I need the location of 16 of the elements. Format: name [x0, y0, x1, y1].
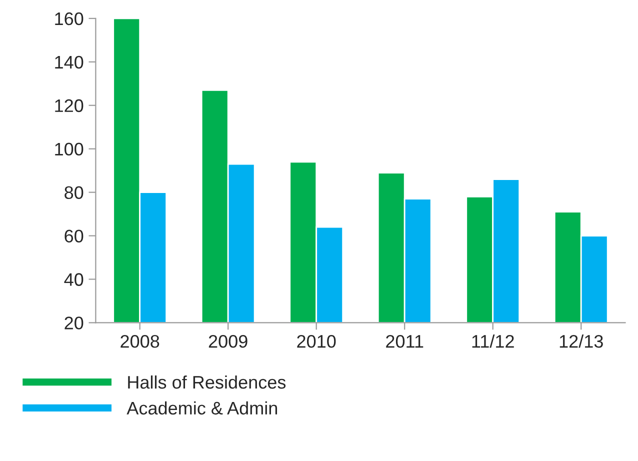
- y-tick-label: 20: [64, 316, 84, 330]
- y-tick-label: 40: [64, 273, 84, 286]
- x-tick-label: 12/13: [560, 334, 603, 348]
- y-tick-label: 140: [55, 56, 84, 69]
- y-tick-label: 120: [55, 99, 84, 112]
- y-tick-label: 160: [55, 12, 84, 26]
- x-tick-label: 2010: [297, 334, 336, 348]
- legend-label: Halls of Residences: [128, 375, 286, 389]
- x-tick-label: 11/12: [472, 334, 514, 348]
- y-tick-label: 80: [64, 186, 84, 200]
- y-tick-label: 60: [64, 230, 84, 242]
- y-tick-label: 100: [55, 142, 84, 156]
- legend-label: Academic & Admin: [126, 401, 278, 415]
- x-tick-label: 2011: [386, 334, 424, 348]
- x-tick-label: 2008: [120, 334, 160, 348]
- x-tick-label: 2009: [208, 334, 248, 348]
